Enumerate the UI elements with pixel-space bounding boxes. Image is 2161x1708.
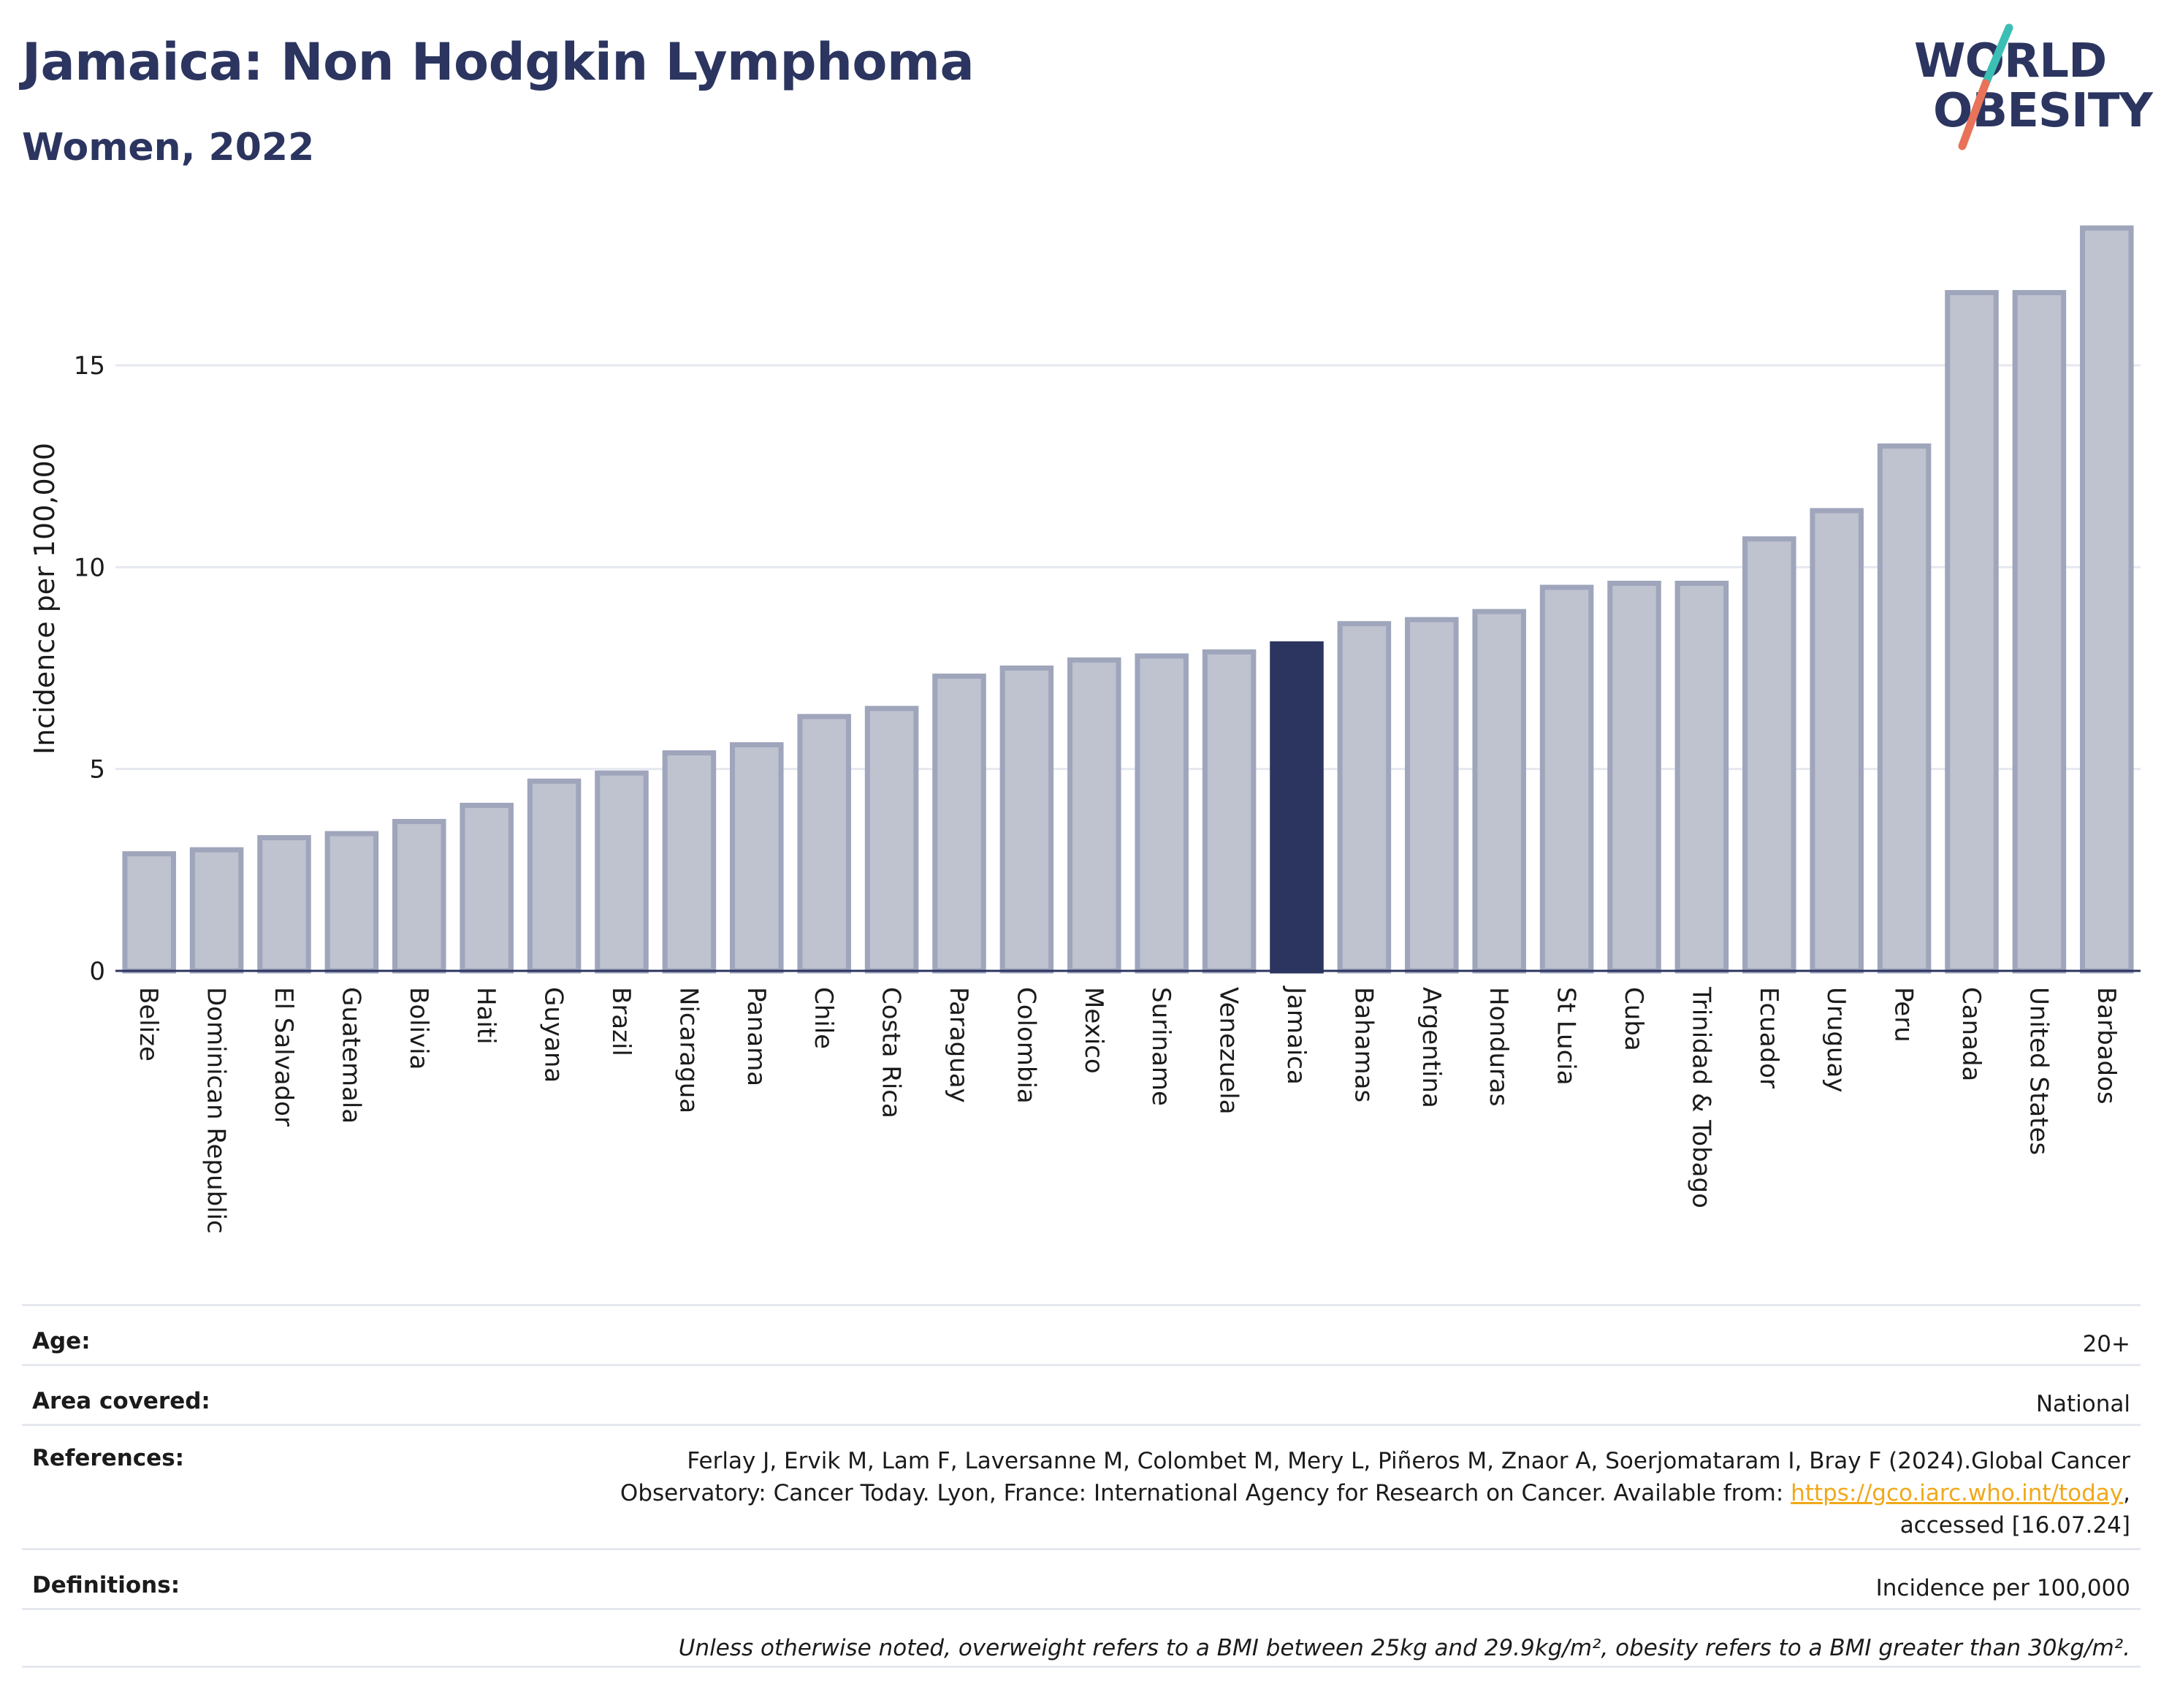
y-tick-label: 15 — [74, 351, 105, 381]
definitions-value: Incidence per 100,000 — [1875, 1575, 2130, 1601]
x-tick-label: Uruguay — [1821, 987, 1851, 1093]
references-link[interactable]: https://gco.iarc.who.int/today — [1791, 1480, 2124, 1506]
x-tick-label: Argentina — [1417, 987, 1446, 1108]
bars — [122, 225, 2134, 974]
x-tick-label: Cuba — [1619, 987, 1648, 1051]
bar-st-lucia — [1539, 584, 1594, 974]
x-tick-label: Ecuador — [1754, 987, 1783, 1089]
age-label: Age: — [32, 1328, 91, 1354]
bar-cuba — [1607, 580, 1661, 974]
bar-uruguay — [1810, 508, 1864, 974]
bar-honduras — [1472, 609, 1526, 974]
area-label: Area covered: — [32, 1388, 210, 1414]
bar-barbados — [2080, 225, 2134, 974]
x-tick-label: Canada — [1956, 987, 1986, 1081]
x-tick-label: Chile — [809, 987, 838, 1049]
bar-costa-rica — [864, 706, 919, 974]
x-tick-label: Jamaica — [1281, 985, 1311, 1085]
x-tick-label: Guatemala — [336, 987, 365, 1124]
bar-suriname — [1135, 653, 1189, 974]
bar-canada — [1945, 290, 1999, 974]
references-label: References: — [32, 1445, 185, 1471]
page-subtitle: Women, 2022 — [22, 126, 315, 169]
bar-belize — [122, 851, 176, 974]
y-tick-labels: 0 5 10 15 — [74, 351, 105, 986]
info-row-age: Age: 20+ — [22, 1304, 2141, 1364]
x-tick-label: Colombia — [1011, 987, 1040, 1104]
bar-haiti — [460, 802, 514, 974]
info-row-references: References: Ferlay J, Ervik M, Lam F, La… — [22, 1424, 2141, 1548]
bar-mexico — [1067, 657, 1121, 974]
bar-peru — [1877, 443, 1932, 974]
x-tick-label: Bahamas — [1349, 987, 1378, 1102]
bar-colombia — [999, 666, 1054, 974]
bar-bolivia — [392, 819, 446, 974]
x-tick-label: Barbados — [2092, 987, 2121, 1105]
page-title: Jamaica: Non Hodgkin Lymphoma — [22, 32, 975, 92]
area-value: National — [2035, 1391, 2130, 1417]
x-tick-label: El Salvador — [269, 987, 298, 1126]
x-tick-label: Bolivia — [404, 987, 433, 1070]
x-tick-labels: Belize Dominican Republic El Salvador Guate… — [134, 985, 2121, 1234]
x-tick-label: Dominican Republic — [202, 987, 231, 1234]
x-tick-label: Suriname — [1146, 987, 1175, 1106]
info-row-definitions: Definitions: Incidence per 100,000 — [22, 1548, 2141, 1608]
x-tick-label: United States — [2024, 987, 2053, 1155]
bmi-note: Unless otherwise noted, overweight refer… — [678, 1635, 2130, 1661]
bar-nicaragua — [662, 750, 717, 974]
x-tick-label: Brazil — [606, 987, 636, 1056]
y-tick-label: 5 — [89, 755, 105, 785]
x-tick-label: Peru — [1889, 987, 1918, 1042]
bar-guyana — [527, 778, 582, 974]
references-line-3: accessed [16.07.24] — [1899, 1512, 2130, 1539]
logo-slash-icon — [1958, 23, 2013, 150]
logo-line-1: WORLD — [1914, 34, 2107, 88]
bar-dominican-republic — [189, 847, 244, 974]
info-table: Age: 20+ Area covered: National Referenc… — [22, 1304, 2141, 1668]
bar-ecuador — [1742, 536, 1796, 974]
gridlines — [115, 364, 2141, 771]
x-tick-label: Venezuela — [1214, 987, 1243, 1115]
bar-united-states — [2012, 290, 2067, 974]
world-obesity-logo: WORLD OBESITY — [1899, 22, 2153, 153]
references-line-2: Observatory: Cancer Today. Lyon, France:… — [620, 1480, 1791, 1506]
bar-el-salvador — [257, 835, 311, 974]
y-tick-label: 0 — [89, 957, 105, 986]
x-tick-label: Paraguay — [944, 987, 973, 1103]
y-tick-label: 10 — [74, 553, 105, 582]
x-tick-label: Panama — [742, 987, 771, 1086]
bar-chile — [797, 714, 851, 974]
age-value: 20+ — [2082, 1331, 2130, 1357]
bar-panama — [730, 742, 784, 974]
x-tick-label: Nicaragua — [674, 987, 703, 1113]
x-tick-label: Mexico — [1079, 987, 1108, 1074]
y-axis-label: Incidence per 100,000 — [28, 443, 61, 755]
x-tick-label: Haiti — [471, 987, 500, 1045]
x-tick-label: Costa Rica — [877, 987, 906, 1118]
x-tick-label: Belize — [134, 987, 163, 1061]
bar-paraguay — [932, 674, 986, 974]
info-row-note: Unless otherwise noted, overweight refer… — [22, 1608, 2141, 1668]
bar-trinidad-tobago — [1674, 580, 1729, 974]
references-value: Ferlay J, Ervik M, Lam F, Laversanne M, … — [620, 1445, 2130, 1541]
x-tick-label: Guyana — [539, 987, 568, 1083]
info-row-area: Area covered: National — [22, 1364, 2141, 1424]
references-line-2-suffix: , — [2123, 1480, 2130, 1506]
bar-chart: Belize Dominican Republic El Salvador Guate… — [28, 225, 2141, 1234]
definitions-label: Definitions: — [32, 1572, 180, 1598]
x-tick-label: Honduras — [1484, 987, 1513, 1107]
bar-venezuela — [1202, 649, 1257, 974]
bar-bahamas — [1337, 621, 1392, 974]
bar-brazil — [595, 770, 649, 974]
x-tick-label: St Lucia — [1552, 987, 1581, 1086]
bar-argentina — [1405, 617, 1459, 974]
bar-guatemala — [324, 831, 379, 974]
x-tick-label: Trinidad & Tobago — [1686, 986, 1715, 1208]
bar-jamaica — [1270, 641, 1324, 974]
references-line-1: Ferlay J, Ervik M, Lam F, Laversanne M, … — [687, 1448, 2130, 1474]
